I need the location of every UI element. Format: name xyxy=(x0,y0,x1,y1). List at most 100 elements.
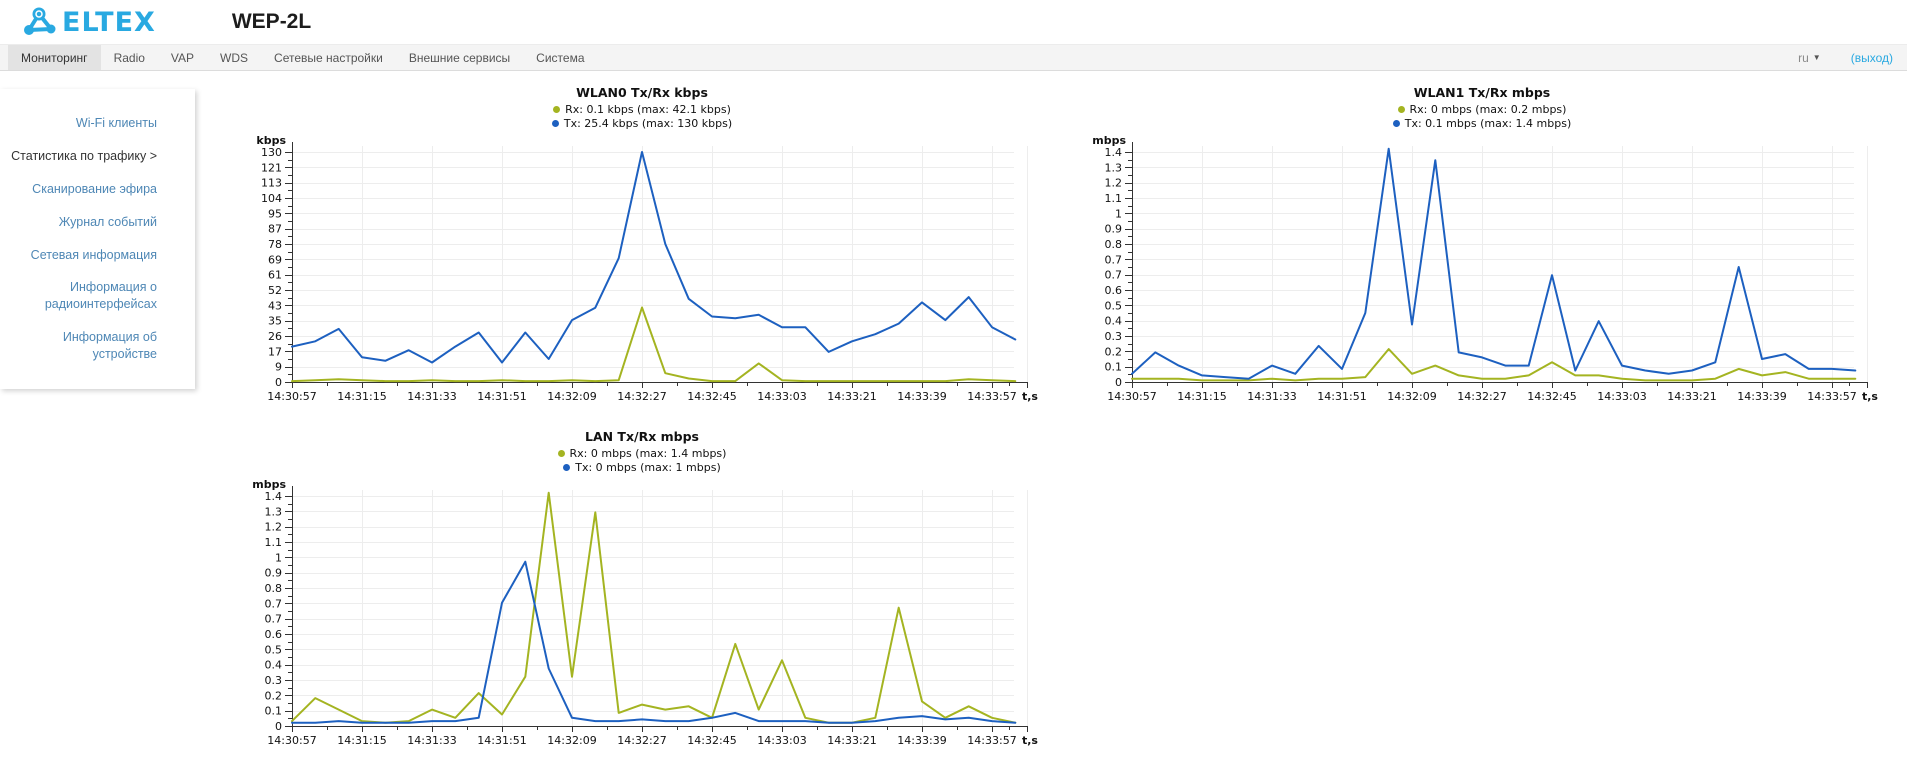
x-tick-label: 14:33:39 xyxy=(897,734,946,747)
legend-row-rx: Rx: 0 mbps (max: 0.2 mbps) xyxy=(1132,103,1832,117)
sidebar-item-network-info[interactable]: Сетевая информация xyxy=(30,247,157,262)
x-tick-label: 14:32:27 xyxy=(617,734,666,747)
y-tick-label: 0.1 xyxy=(1105,361,1123,374)
y-tick-label: 0.3 xyxy=(1105,330,1123,343)
axes xyxy=(292,486,1028,727)
y-tick-label: 0.4 xyxy=(1105,315,1123,328)
legend-row-tx: Tx: 0.1 mbps (max: 1.4 mbps) xyxy=(1132,117,1832,131)
language-selector[interactable]: ru ▼ xyxy=(1798,51,1821,65)
axis-labels: 0 0.1 0.2 0.3 0.4 0.5 0.6 0.7 0.7 0.8 0.9 1 1.1 1.2 1.… xyxy=(252,478,1038,747)
chart-title: LAN Tx/Rx mbps xyxy=(584,429,699,444)
tx-legend-dot-icon xyxy=(563,463,571,471)
x-tick-label: 14:32:45 xyxy=(1527,390,1576,403)
chart-lan-canvas: 0 0.1 0.2 0.3 0.4 0.5 0.6 0.7 0.7 0.8 0.9 1 1.1 1.2 1.… xyxy=(230,474,1060,763)
y-tick-label: 0.9 xyxy=(1105,223,1123,236)
y-tick-label: 0.7 xyxy=(1105,253,1123,266)
x-tick-label: 14:33:03 xyxy=(757,390,806,403)
tab-vap[interactable]: VAP xyxy=(170,50,195,65)
tab-monitoring[interactable]: Мониторинг xyxy=(8,45,101,70)
x-tick-label: 14:31:15 xyxy=(1177,390,1226,403)
y-tick-label: 1.4 xyxy=(265,490,283,503)
app-header: ELTEX WEP-2L xyxy=(0,0,1907,44)
y-tick-label: 0.6 xyxy=(265,628,283,641)
chart-wlan1: WLAN1 Tx/Rx mbps Rx: 0 mbps (max: 0.2 mb… xyxy=(1070,85,1900,419)
sidebar-item-radio-interfaces-info[interactable]: Информация о радиоинтерфейсах xyxy=(44,280,157,312)
tab-external-services[interactable]: Внешние сервисы xyxy=(408,50,511,65)
y-tick-label: 1.2 xyxy=(1105,177,1123,190)
x-tick-label: 14:31:51 xyxy=(1317,390,1366,403)
main-nav: Мониторинг Radio VAP WDS Сетевые настрой… xyxy=(0,44,1907,71)
y-tick-label: 130 xyxy=(261,146,282,159)
axis-ticks xyxy=(285,496,1028,732)
y-tick-label: 87 xyxy=(268,223,282,236)
x-tick-label: 14:32:27 xyxy=(1457,390,1506,403)
y-tick-label: 0.3 xyxy=(265,674,283,687)
y-tick-label: 1.3 xyxy=(1105,161,1123,174)
x-tick-label: 14:31:51 xyxy=(477,390,526,403)
logout-link[interactable]: (выход) xyxy=(1850,50,1893,65)
legend-row-tx: Tx: 0 mbps (max: 1 mbps) xyxy=(292,461,992,475)
charts-grid: WLAN0 Tx/Rx kbps Rx: 0.1 kbps (max: 42.1… xyxy=(230,85,1907,763)
tx-legend-label: Tx: 0.1 mbps (max: 1.4 mbps) xyxy=(1404,116,1572,130)
sidebar: Wi-Fi клиенты Статистика по трафику > Ск… xyxy=(0,89,195,389)
rx-line xyxy=(1131,348,1857,382)
rx-line xyxy=(291,306,1017,383)
tab-system[interactable]: Система xyxy=(536,50,585,65)
tab-wds[interactable]: WDS xyxy=(220,50,249,65)
nav-right: ru ▼ (выход) xyxy=(1798,45,1893,70)
x-tick-label: 14:33:57 xyxy=(967,734,1016,747)
y-tick-label: 0.7 xyxy=(265,597,283,610)
y-axis-unit-label: mbps xyxy=(1092,134,1126,147)
tab-radio[interactable]: Radio xyxy=(113,50,145,65)
y-tick-label: 0 xyxy=(1115,376,1122,389)
axis-ticks xyxy=(285,152,1028,388)
y-tick-label: 0.9 xyxy=(265,567,283,580)
y-tick-label: 1.4 xyxy=(1105,146,1123,159)
chart-lan-head: LAN Tx/Rx mbps Rx: 0 mbps (max: 1.4 mbps… xyxy=(292,429,992,474)
x-tick-label: 14:33:21 xyxy=(1667,390,1716,403)
y-axis-unit-label: kbps xyxy=(256,134,286,147)
y-tick-label: 1.1 xyxy=(1105,192,1123,205)
x-tick-label: 14:33:03 xyxy=(757,734,806,747)
y-tick-label: 9 xyxy=(275,361,282,374)
x-tick-label: 14:31:15 xyxy=(337,390,386,403)
chart-title: WLAN1 Tx/Rx mbps xyxy=(1413,85,1551,100)
x-tick-label: 14:33:03 xyxy=(1597,390,1646,403)
chart-legend: Rx: 0.1 kbps (max: 42.1 kbps) Tx: 25.4 k… xyxy=(292,103,992,130)
sidebar-item-event-log[interactable]: Журнал событий xyxy=(58,214,157,229)
y-tick-label: 0.8 xyxy=(1105,238,1123,251)
tab-network-settings[interactable]: Сетевые настройки xyxy=(274,50,383,65)
y-tick-label: 0.5 xyxy=(1105,299,1123,312)
y-tick-label: 26 xyxy=(268,330,282,343)
y-tick-label: 0.2 xyxy=(265,689,283,702)
tx-legend-dot-icon xyxy=(1392,119,1400,127)
x-tick-label: 14:30:57 xyxy=(1107,390,1156,403)
legend-row-rx: Rx: 0.1 kbps (max: 42.1 kbps) xyxy=(292,103,992,117)
y-tick-label: 17 xyxy=(268,345,282,358)
x-tick-label: 14:31:33 xyxy=(1247,390,1296,403)
chart-legend: Rx: 0 mbps (max: 0.2 mbps) Tx: 0.1 mbps … xyxy=(1132,103,1832,130)
chart-wlan0-canvas: 0 9 17 26 35 43 52 61 69 78 87 95 104 113 121 130 kbps 14… xyxy=(230,130,1060,419)
y-tick-label: 0.5 xyxy=(265,643,283,656)
rx-legend-dot-icon xyxy=(557,450,565,458)
x-tick-label: 14:33:21 xyxy=(827,734,876,747)
x-tick-label: 14:32:45 xyxy=(687,390,736,403)
x-tick-label: 14:32:09 xyxy=(1387,390,1436,403)
y-tick-label: 0.6 xyxy=(1105,284,1123,297)
tx-legend-dot-icon xyxy=(551,119,559,127)
y-tick-label: 0.4 xyxy=(265,659,283,672)
chart-legend: Rx: 0 mbps (max: 1.4 mbps) Tx: 0 mbps (m… xyxy=(292,447,992,474)
sidebar-item-device-info[interactable]: Информация об устройстве xyxy=(62,330,157,361)
x-tick-label: 14:32:27 xyxy=(617,390,666,403)
chart-wlan0-head: WLAN0 Tx/Rx kbps Rx: 0.1 kbps (max: 42.1… xyxy=(292,85,992,130)
sidebar-item-traffic-statistics[interactable]: Статистика по трафику > xyxy=(11,148,157,163)
y-tick-label: 78 xyxy=(268,238,282,251)
sidebar-item-wifi-clients[interactable]: Wi-Fi клиенты xyxy=(75,116,157,130)
x-tick-label: 14:33:39 xyxy=(897,390,946,403)
x-tick-label: 14:30:57 xyxy=(267,734,316,747)
y-tick-label: 0.8 xyxy=(265,582,283,595)
y-tick-label: 1 xyxy=(1115,207,1122,220)
sidebar-item-air-scan[interactable]: Сканирование эфира xyxy=(32,181,157,196)
y-tick-label: 95 xyxy=(268,207,282,220)
